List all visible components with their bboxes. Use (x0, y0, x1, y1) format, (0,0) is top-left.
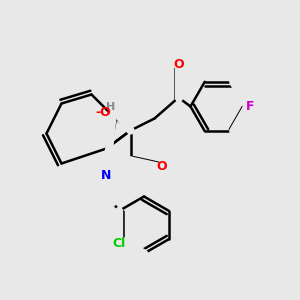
Text: H: H (106, 101, 116, 112)
Text: -O: -O (96, 106, 111, 119)
Text: Cl: Cl (113, 237, 126, 250)
Text: F: F (246, 100, 255, 113)
Text: N: N (101, 169, 112, 182)
Text: O: O (157, 160, 167, 173)
Text: O: O (173, 58, 184, 71)
